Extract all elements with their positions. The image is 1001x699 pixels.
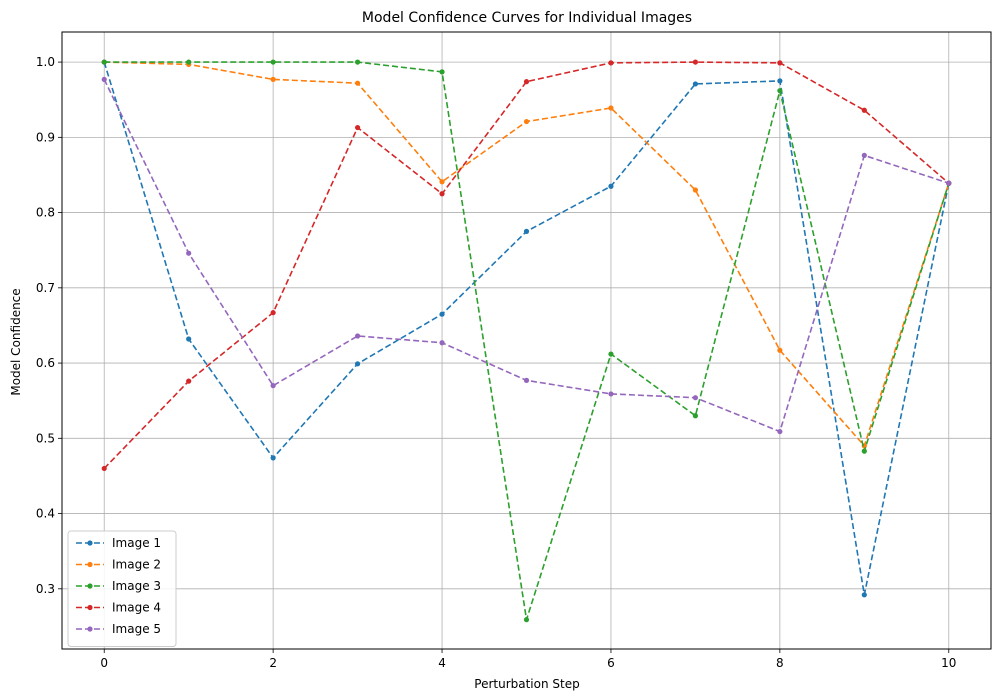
- y-tick-label: 0.8: [36, 206, 55, 220]
- data-point: [692, 413, 699, 419]
- legend-item: Image 5: [76, 622, 161, 636]
- y-tick-label: 0.7: [36, 281, 55, 295]
- data-point: [186, 250, 192, 256]
- data-point: [608, 105, 614, 111]
- data-point: [101, 465, 107, 472]
- data-point: [692, 395, 699, 401]
- y-tick-label: 0.5: [36, 431, 55, 445]
- data-point: [354, 333, 361, 339]
- data-point: [523, 79, 530, 85]
- legend-label: Image 1: [112, 536, 161, 550]
- data-point: [354, 59, 361, 65]
- data-point: [692, 59, 699, 65]
- data-point: [777, 60, 783, 66]
- plot-frame: [61, 31, 992, 650]
- series-2: [101, 59, 952, 449]
- data-point: [692, 81, 699, 87]
- legend-box: [67, 530, 177, 647]
- data-point: [946, 180, 952, 186]
- data-point: [692, 187, 699, 193]
- data-point: [777, 88, 783, 94]
- data-point: [439, 311, 445, 317]
- legend-marker: [87, 540, 93, 546]
- legend-item: Image 4: [76, 601, 161, 615]
- x-tick-label: 4: [438, 656, 446, 670]
- data-point: [523, 377, 530, 383]
- legend-item: Image 1: [76, 536, 161, 550]
- data-point: [101, 59, 107, 65]
- legend-marker: [87, 604, 93, 611]
- x-axis-label: Perturbation Step: [474, 677, 579, 691]
- data-point: [186, 59, 192, 65]
- y-tick-label: 0.3: [36, 582, 55, 596]
- data-point: [439, 69, 445, 75]
- chart-title: Model Confidence Curves for Individual I…: [362, 10, 692, 26]
- legend-item: Image 3: [76, 579, 161, 593]
- y-tick-label: 0.9: [36, 130, 55, 144]
- x-tick-label: 2: [269, 656, 277, 670]
- x-tick-label: 0: [100, 656, 108, 670]
- data-point: [861, 592, 867, 598]
- data-point: [523, 617, 530, 623]
- series-layer: [101, 59, 952, 623]
- data-point: [439, 191, 445, 197]
- axis-ticks: 0 2 4 6 8 10 0.3 0.4 0.5 0.6 0.7 0.8 0.9 1.0: [36, 55, 957, 670]
- series-line: [103, 61, 950, 595]
- data-point: [186, 378, 192, 384]
- legend-label: Image 4: [112, 601, 161, 615]
- series-5: [101, 76, 952, 435]
- data-point: [608, 183, 614, 189]
- legend-label: Image 3: [112, 579, 161, 593]
- data-point: [186, 336, 192, 342]
- y-axis-label: Model Confidence: [9, 288, 23, 395]
- data-point: [523, 118, 530, 125]
- data-point: [354, 361, 361, 367]
- y-tick-label: 0.4: [36, 507, 55, 521]
- x-tick-label: 10: [941, 656, 956, 670]
- y-tick-label: 1.0: [36, 55, 55, 69]
- data-point: [270, 76, 276, 83]
- data-point: [777, 347, 783, 353]
- data-point: [270, 455, 276, 461]
- legend-item: Image 2: [76, 558, 161, 572]
- data-point: [861, 107, 867, 113]
- series-line: [103, 61, 950, 469]
- data-point: [270, 310, 276, 316]
- data-point: [439, 179, 445, 185]
- data-point: [777, 428, 783, 435]
- legend-marker: [87, 626, 93, 632]
- legend-marker: [87, 583, 93, 589]
- data-point: [523, 228, 530, 234]
- legend-label: Image 5: [112, 622, 161, 636]
- data-point: [439, 340, 445, 346]
- legend-label: Image 2: [112, 558, 161, 572]
- data-point: [608, 351, 614, 357]
- series-1: [101, 59, 952, 598]
- data-point: [861, 448, 867, 454]
- series-3: [101, 59, 952, 623]
- y-tick-label: 0.6: [36, 356, 55, 370]
- legend-marker: [87, 561, 93, 568]
- data-point: [608, 60, 614, 66]
- data-point: [777, 78, 783, 84]
- x-tick-label: 8: [776, 656, 784, 670]
- legend: Image 1 Image 2 Image 3 Image 4 Image 5: [67, 530, 177, 647]
- data-point: [270, 383, 276, 389]
- data-point: [354, 80, 361, 86]
- grid: [62, 32, 991, 649]
- data-point: [354, 124, 361, 131]
- data-point: [861, 152, 867, 158]
- x-tick-label: 6: [607, 656, 615, 670]
- data-point: [608, 391, 614, 397]
- data-point: [270, 59, 276, 65]
- data-point: [101, 76, 107, 83]
